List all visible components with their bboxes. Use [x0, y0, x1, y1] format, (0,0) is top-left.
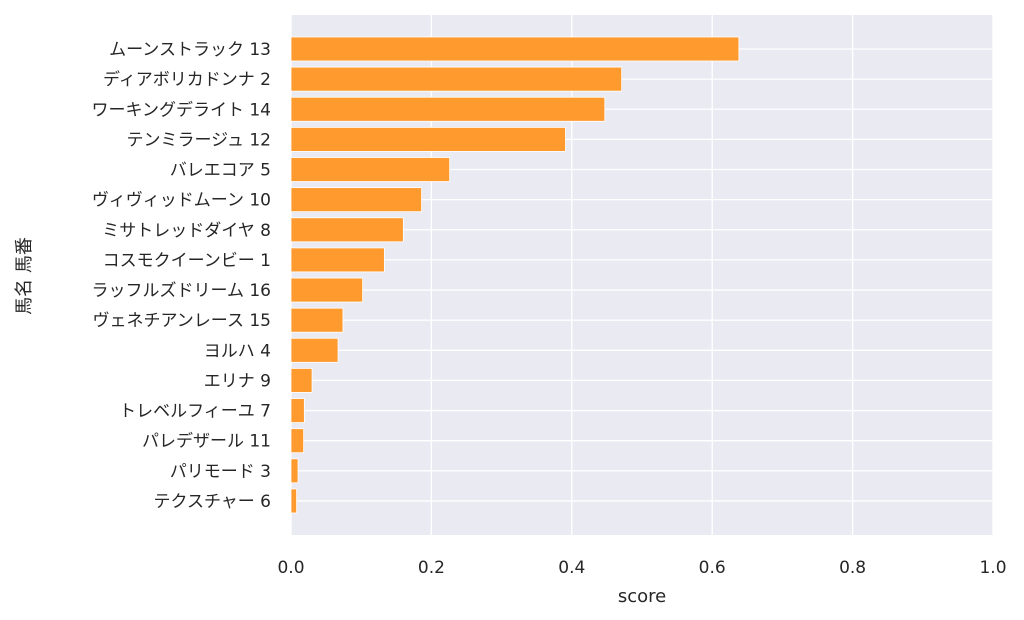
y-tick-label: ミサトレッドダイヤ 8 [102, 221, 271, 241]
bar [290, 36, 740, 62]
y-tick-label: バレエコア 5 [170, 161, 271, 181]
bar [290, 66, 623, 92]
bar [290, 458, 299, 484]
y-tick-label: パリモード 3 [170, 462, 271, 482]
y-tick-label: ヴィヴィッドムーン 10 [92, 191, 271, 211]
y-tick-label: コスモクイーンビー 1 [103, 251, 271, 271]
bar [290, 96, 606, 122]
x-tick-label: 0.0 [277, 558, 304, 578]
plot-background [291, 15, 993, 535]
x-tick-labels: 0.0 0.2 0.4 0.6 0.8 1.0 [277, 558, 1006, 578]
bar [290, 368, 313, 393]
x-tick-label: 0.6 [699, 558, 726, 578]
bar [290, 337, 339, 363]
y-tick-label: テクスチャー 6 [153, 492, 271, 512]
x-tick-label: 0.4 [558, 558, 585, 578]
y-tick-labels: ムーンストラック 13 ディアボリカドンナ 2 ワーキングデライト 14 テンミラージ… [91, 40, 271, 512]
x-tick-label: 0.8 [839, 558, 866, 578]
y-axis-label: 馬名 馬番 [14, 237, 35, 315]
bar [290, 398, 305, 423]
y-tick-label: ワーキングデライト 14 [91, 99, 271, 120]
y-tick-label: テンミラージュ 12 [126, 130, 271, 150]
y-tick-label: ラッフルズドリーム 16 [91, 281, 271, 301]
bar [290, 428, 305, 454]
bar [290, 157, 451, 182]
bar [290, 488, 298, 514]
x-axis-label: score [618, 586, 666, 607]
bars [290, 36, 740, 514]
bar [290, 187, 422, 213]
bar [290, 277, 364, 303]
y-tick-label: トレベルフィーユ 7 [119, 402, 271, 422]
bar [290, 247, 385, 273]
y-tick-label: エリナ 9 [204, 371, 271, 391]
x-tick-label: 1.0 [979, 558, 1006, 578]
y-tick-label: ヴェネチアンレース 15 [92, 311, 271, 331]
y-tick-label: ムーンストラック 13 [109, 40, 271, 60]
y-tick-label: パレデザール 11 [142, 431, 271, 452]
x-tick-label: 0.2 [418, 558, 445, 578]
y-tick-label: ヨルハ 4 [204, 341, 271, 361]
bar [290, 307, 344, 333]
bar [290, 217, 404, 243]
bar [290, 126, 566, 152]
y-tick-label: ディアボリカドンナ 2 [103, 69, 271, 90]
